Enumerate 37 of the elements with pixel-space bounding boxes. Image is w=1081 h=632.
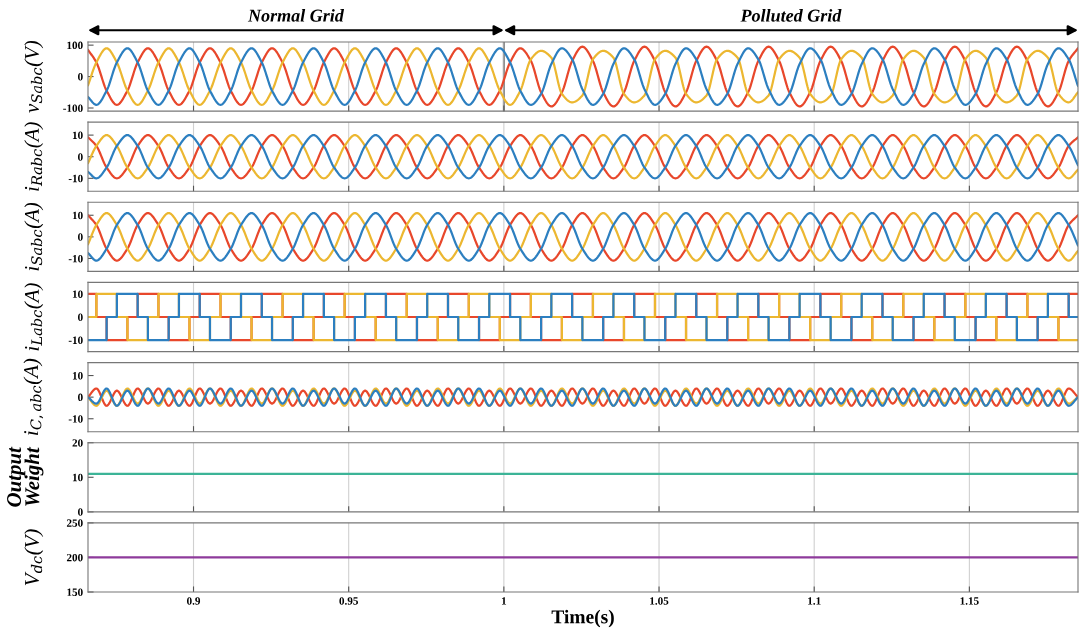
y-tick-label: 100	[67, 41, 83, 50]
y-tick-label: 0	[78, 508, 83, 516]
x-tick-label: 1.1	[808, 597, 821, 605]
y-tick-label: 150	[67, 588, 83, 596]
x-tick-label: 0.95	[339, 597, 359, 605]
y-axis-title: V$_{dc}$(V)	[24, 529, 44, 586]
y-tick-label: 0	[78, 313, 83, 321]
y-axis-title: Output Weight	[7, 446, 44, 507]
y-tick-label: 0	[78, 73, 83, 81]
y-axis-title: i$_{Sabc}$(A)	[24, 202, 44, 271]
y-tick-label: 20	[72, 439, 83, 447]
x-axis-title: Time(s)	[551, 609, 614, 628]
y-axis-title: i$_{C,abc}$(A)	[23, 358, 44, 435]
y-tick-label: 10	[72, 211, 83, 220]
y-tick-label: 10	[72, 290, 83, 298]
y-tick-label: -10	[68, 336, 83, 345]
y-tick-label: 0	[78, 153, 83, 161]
text: Normal Grid	[247, 9, 345, 22]
x-tick-label: 1	[501, 597, 507, 605]
y-tick-label: 10	[72, 473, 83, 482]
y-tick-label: 250	[66, 519, 83, 527]
y-axis-title: i$_{Labc}$(A)	[24, 283, 44, 351]
y-tick-label: 200	[66, 553, 83, 562]
text: Polluted Grid	[740, 9, 842, 22]
x-tick-label: 1.05	[650, 597, 669, 605]
y-tick-label: -100	[63, 104, 83, 112]
x-tick-label: 1.15	[960, 597, 979, 605]
y-tick-label: 10	[72, 372, 83, 380]
y-tick-label: -10	[68, 415, 83, 423]
y-tick-label: -10	[68, 174, 83, 183]
y-tick-label: 0	[78, 393, 83, 402]
y-axis-title: i$_{Rabc}$(A)	[24, 122, 44, 191]
y-tick-label: 10	[72, 131, 83, 140]
y-tick-label: 0	[78, 233, 83, 241]
y-axis-title: v$_{Sabc}$(V)	[24, 40, 44, 113]
y-tick-label: -10	[68, 254, 83, 263]
x-tick-label: 0.9	[187, 597, 201, 605]
